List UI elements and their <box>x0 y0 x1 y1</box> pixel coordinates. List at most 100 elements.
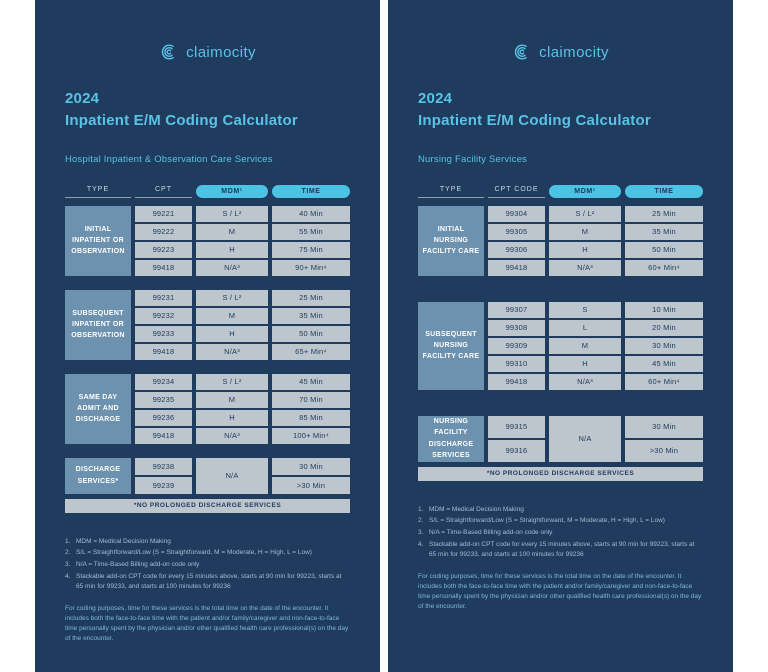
cpt-cell: 99310 <box>488 355 545 372</box>
footnote-text: Stackable add-on CPT code for every 15 m… <box>76 572 342 590</box>
time-cell: 50 Min <box>625 241 703 258</box>
time-cell: 85 Min <box>272 409 350 426</box>
footnote-text: Stackable add-on CPT code for every 15 m… <box>429 540 695 558</box>
footnote-number: 3. <box>418 529 424 536</box>
time-cell: 20 Min <box>625 319 703 336</box>
column-header-type: TYPE <box>65 186 131 198</box>
time-cell: 75 Min <box>272 241 350 258</box>
cpt-cell: 99235 <box>135 391 192 408</box>
time-cell: 10 Min <box>625 301 703 318</box>
table-group-subsequent-nursing: SUBSEQUENT NURSING FACILITY CARE 99307 S… <box>418 301 703 390</box>
row-group-type: DISCHARGE SERVICES* <box>65 457 131 494</box>
footnote: 4. Stackable add-on CPT code for every 1… <box>65 572 350 592</box>
row-group-type: INITIAL INPATIENT OR OBSERVATION <box>65 205 131 276</box>
footnote-number: 4. <box>418 540 424 548</box>
column-header-time: TIME <box>272 184 350 198</box>
time-cell: 45 Min <box>625 355 703 372</box>
cpt-cell: 99305 <box>488 223 545 240</box>
table-header: TYPE CPT CODE MDM¹ TIME <box>418 184 703 198</box>
time-cell: 30 Min <box>625 415 703 438</box>
mdm-cell: M <box>196 391 268 408</box>
cpt-cell: 99239 <box>135 476 192 494</box>
mdm-cell: N/A³ <box>196 343 268 360</box>
column-header-cpt: CPT CODE <box>488 186 545 198</box>
footnotes: 1. MDM = Medical Decision Making 2. S/L … <box>418 505 703 560</box>
mdm-cell: M <box>196 307 268 324</box>
claimocity-logo-text: claimocity <box>186 43 256 61</box>
footnote: 4. Stackable add-on CPT code for every 1… <box>418 540 703 560</box>
footnote: 2. S/L = Straightforward/Low (S = Straig… <box>65 548 350 558</box>
mdm-cell: M <box>196 223 268 240</box>
table-group-initial: INITIAL INPATIENT OR OBSERVATION 99221 S… <box>65 205 350 276</box>
table-group-discharge: DISCHARGE SERVICES* 99238 N/A 30 Min 992… <box>65 457 350 494</box>
time-cell: 45 Min <box>272 373 350 390</box>
footnotes: 1. MDM = Medical Decision Making 2. S/L … <box>65 537 350 592</box>
cpt-cell: 99234 <box>135 373 192 390</box>
mdm-cell: S / L² <box>196 373 268 390</box>
mdm-cell: H <box>549 355 621 372</box>
title-block: 2024 Inpatient E/M Coding Calculator <box>418 88 703 132</box>
time-cell: 35 Min <box>272 307 350 324</box>
column-header-mdm: MDM¹ <box>549 184 621 198</box>
time-cell: 50 Min <box>272 325 350 342</box>
time-cell: >30 Min <box>625 439 703 462</box>
time-cell: 30 Min <box>272 457 350 475</box>
cpt-cell: 99418 <box>488 259 545 276</box>
mdm-cell: H <box>196 241 268 258</box>
footnote-number: 2. <box>418 517 424 525</box>
column-header-time: TIME <box>625 184 703 198</box>
footnote-number: 3. <box>65 561 71 568</box>
cpt-cell: 99233 <box>135 325 192 342</box>
time-cell: 65+ Min⁴ <box>272 343 350 360</box>
mdm-cell: L <box>549 319 621 336</box>
year: 2024 <box>65 90 100 107</box>
time-cell: 25 Min <box>625 205 703 222</box>
column-header-mdm: MDM¹ <box>196 184 268 198</box>
table-group-same-day: SAME DAY ADMIT AND DISCHARGE 99234 S / L… <box>65 373 350 444</box>
footnote-text: MDM = Medical Decision Making <box>429 505 524 513</box>
footnote-text: S/L = Straightforward/Low (S = Straightf… <box>76 549 312 557</box>
cpt-cell: 99418 <box>488 373 545 390</box>
time-cell: 55 Min <box>272 223 350 240</box>
mdm-cell-merged: N/A <box>549 415 621 462</box>
mdm-cell: N/A³ <box>549 259 621 276</box>
panel-hospital-inpatient: claimocity 2024 Inpatient E/M Coding Cal… <box>35 0 380 672</box>
cpt-cell: 99223 <box>135 241 192 258</box>
cpt-cell: 99236 <box>135 409 192 426</box>
row-group-type: SUBSEQUENT INPATIENT OR OBSERVATION <box>65 289 131 360</box>
time-cell: 30 Min <box>625 337 703 354</box>
cpt-cell: 99222 <box>135 223 192 240</box>
table-header: TYPE CPT MDM¹ TIME <box>65 184 350 198</box>
cpt-cell: 99307 <box>488 301 545 318</box>
cpt-cell: 99238 <box>135 457 192 475</box>
no-prolonged-discharge-bar: *NO PROLONGED DISCHARGE SERVICES <box>65 498 350 513</box>
mdm-cell: S <box>549 301 621 318</box>
mdm-cell: S / L² <box>549 205 621 222</box>
section-subtitle: Nursing Facility Services <box>418 153 527 165</box>
time-cell: 90+ Min⁴ <box>272 259 350 276</box>
page-title: Inpatient E/M Coding Calculator <box>65 111 298 129</box>
footnote-number: 1. <box>65 537 71 545</box>
claimocity-logo: claimocity <box>65 42 350 62</box>
mdm-cell: M <box>549 223 621 240</box>
mdm-cell: N/A³ <box>196 259 268 276</box>
cpt-cell: 99315 <box>488 415 545 438</box>
mdm-cell: N/A³ <box>549 373 621 390</box>
time-cell: 40 Min <box>272 205 350 222</box>
footnote-text: N/A = Time-Based Billing add-on code onl… <box>76 561 200 568</box>
claimocity-logo: claimocity <box>418 42 703 62</box>
section-subtitle: Hospital Inpatient & Observation Care Se… <box>65 153 273 165</box>
footnote: 1. MDM = Medical Decision Making <box>65 537 350 547</box>
cpt-cell: 99231 <box>135 289 192 306</box>
mdm-cell: S / L² <box>196 205 268 222</box>
time-cell: 60+ Min⁴ <box>625 373 703 390</box>
mdm-cell: S / L² <box>196 289 268 306</box>
footnote-number: 4. <box>65 572 71 580</box>
time-cell: >30 Min <box>272 476 350 494</box>
cpt-cell: 99309 <box>488 337 545 354</box>
footnote-number: 2. <box>65 549 71 557</box>
footnote: 3. N/A = Time-Based Billing add-on code … <box>65 560 350 570</box>
mdm-cell: H <box>549 241 621 258</box>
mdm-cell-merged: N/A <box>196 457 268 494</box>
